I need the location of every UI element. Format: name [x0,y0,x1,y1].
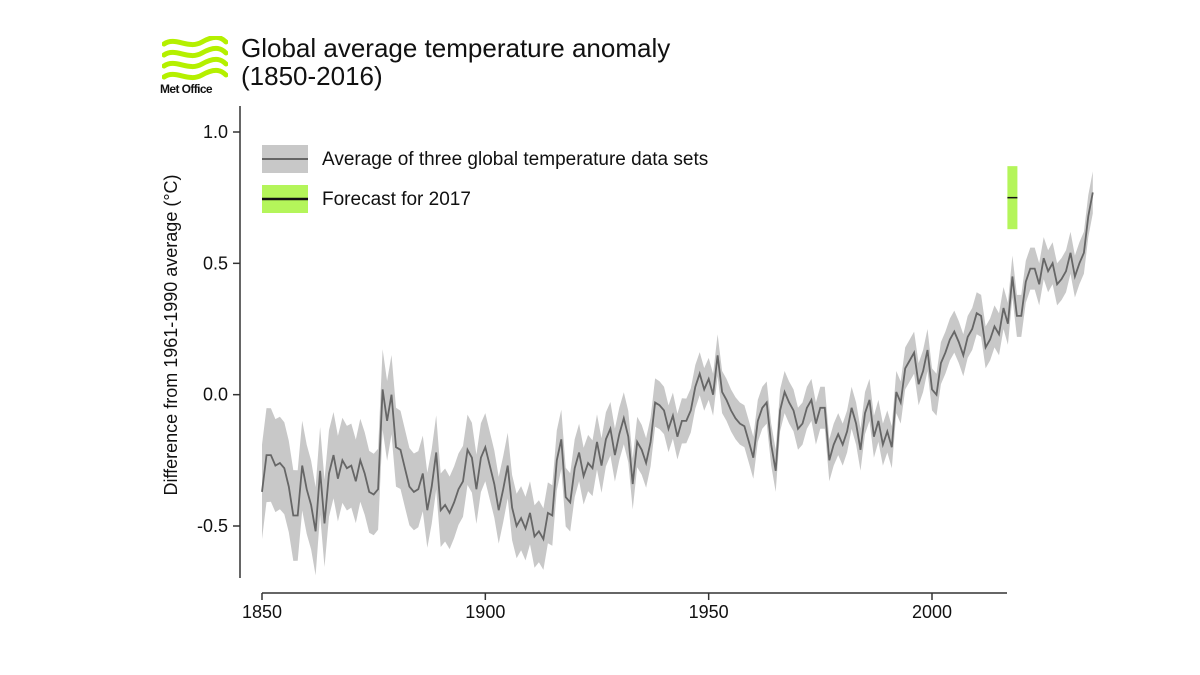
x-tick-label: 1900 [465,602,505,622]
x-tick-label: 1850 [242,602,282,622]
y-tick-label: 1.0 [203,122,228,142]
y-tick-label: 0.0 [203,385,228,405]
chart-title: Global average temperature anomaly (1850… [241,34,670,90]
legend-label-forecast: Forecast for 2017 [322,189,471,210]
series-line-average [261,192,1094,542]
y-axis-label: Difference from 1961-1990 average (°C) [161,174,181,495]
legend-label-average: Average of three global temperature data… [322,149,708,170]
logo-text: Met Office [160,82,213,96]
legend: Average of three global temperature data… [262,145,708,213]
y-tick-label: 0.5 [203,253,228,273]
y-tick-label: -0.5 [197,516,228,536]
chart-title-line1: Global average temperature anomaly [241,33,671,63]
chart-title-line2: (1850-2016) [241,61,383,91]
uncertainty-band [262,171,1093,576]
met-office-wave-icon [162,36,228,81]
x-tick-label: 2000 [912,602,952,622]
met-office-logo: Met Office [160,36,232,98]
x-tick-label: 1950 [689,602,729,622]
